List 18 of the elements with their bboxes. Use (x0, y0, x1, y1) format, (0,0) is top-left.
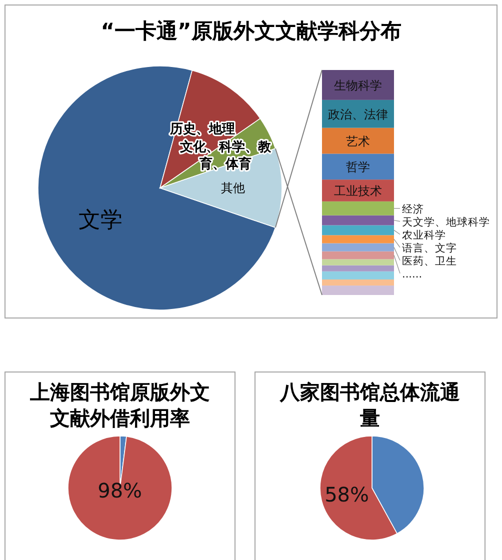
series-label: 农业科学 (402, 228, 446, 242)
chart-title: “一卡通”原版外文文献学科分布 (100, 19, 402, 43)
slice-label: 文学 (78, 208, 123, 234)
series-label: 医药、卫生 (402, 254, 457, 268)
series-label: 工业技术 (334, 184, 382, 198)
series-label: 语言、文字 (402, 241, 457, 254)
series-label: 哲学 (346, 160, 370, 174)
series-label: ...... (402, 268, 422, 280)
data-label: 98% (98, 478, 142, 503)
data-label: 58% (324, 482, 370, 506)
chart-title: 八家图书馆总体流通量 (279, 380, 460, 430)
chart-title: 上海图书馆原版外文文献外借利用率 (29, 380, 210, 430)
series-label: 天文学、地球科学 (402, 215, 490, 228)
slice-label: 其他 (221, 181, 246, 196)
series-label: 艺术 (346, 134, 370, 148)
series-label: 经济 (402, 202, 424, 216)
series-label: 生物科学 (334, 78, 382, 92)
series-label: 政治、法律 (328, 107, 388, 122)
